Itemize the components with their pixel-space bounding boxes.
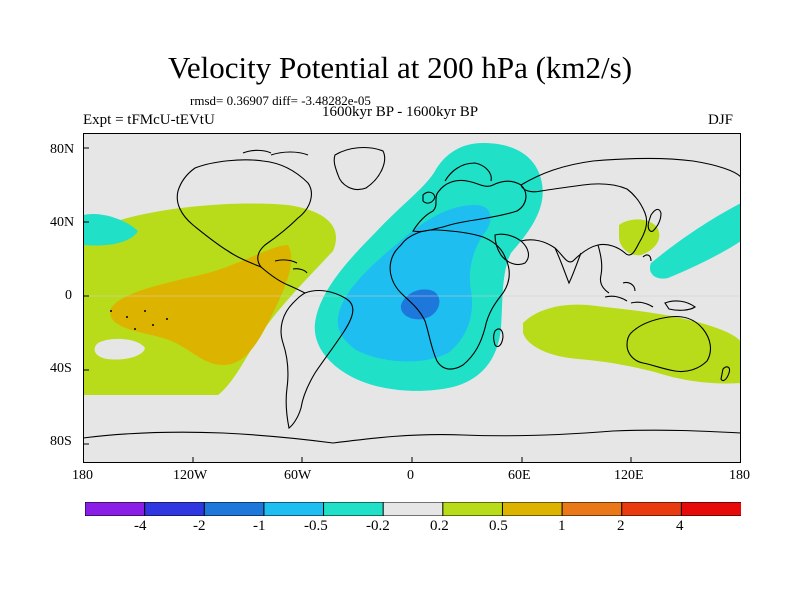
coastlines bbox=[83, 146, 741, 444]
coast-arabia bbox=[494, 233, 530, 266]
coast-asia bbox=[520, 157, 741, 263]
lat-label-40n: 40N bbox=[50, 215, 75, 230]
colorbar-swatch bbox=[680, 502, 741, 516]
coast-madagascar bbox=[492, 328, 504, 348]
negative-patch-north-pacific bbox=[83, 213, 138, 246]
lon-label-0: 0 bbox=[407, 468, 414, 483]
experiment-label: Expt = tFMcU-tEVtU bbox=[83, 112, 215, 128]
period-label: 1600kyr BP - 1600kyr BP bbox=[322, 104, 479, 120]
lat-label-80s: 80S bbox=[50, 434, 72, 449]
lon-label-60e: 60E bbox=[508, 468, 531, 483]
coast-indonesia bbox=[604, 254, 654, 308]
colorbar-label: 0.2 bbox=[430, 518, 449, 534]
lat-label-80n: 80N bbox=[50, 142, 75, 157]
lat-label-40s: 40S bbox=[50, 361, 72, 376]
coast-japan bbox=[647, 208, 662, 232]
coast-africa bbox=[389, 229, 510, 370]
stats-label: rmsd= 0.36907 diff= -3.48282e-05 bbox=[190, 93, 371, 108]
lon-label-180e: 180 bbox=[729, 468, 750, 483]
map-title: Velocity Potential at 200 hPa (km2/s) bbox=[167, 50, 633, 85]
colorbar-swatch bbox=[144, 502, 206, 516]
coast-india bbox=[554, 247, 582, 285]
coast-australia bbox=[626, 315, 712, 373]
axis-ticks bbox=[83, 147, 632, 463]
negative-core-africa bbox=[400, 289, 440, 320]
colorbar-swatch bbox=[323, 502, 385, 516]
neutral-patch-pacific bbox=[94, 338, 145, 360]
positive-core-pacific bbox=[110, 245, 292, 365]
positive-region-australia bbox=[523, 304, 741, 384]
coast-north-america bbox=[176, 159, 312, 269]
colorbar-swatch bbox=[85, 502, 146, 516]
lon-label-120w: 120W bbox=[173, 468, 208, 483]
colorbar-swatch bbox=[442, 502, 504, 516]
colorbar-label: -1 bbox=[253, 518, 266, 534]
velocity-potential-map bbox=[83, 133, 741, 463]
pacific-islands bbox=[110, 310, 168, 330]
colorbar-label: -2 bbox=[193, 518, 206, 534]
colorbar-label: -0.2 bbox=[366, 518, 390, 534]
lon-label-120e: 120E bbox=[614, 468, 644, 483]
lat-label-eq: 0 bbox=[65, 288, 72, 303]
colorbar bbox=[85, 502, 741, 516]
colorbar-swatch bbox=[621, 502, 683, 516]
colorbar-label: -4 bbox=[134, 518, 147, 534]
coast-new-guinea bbox=[664, 300, 696, 311]
colorbar-label: 0.5 bbox=[489, 518, 508, 534]
colorbar-swatch bbox=[382, 502, 444, 516]
season-label: DJF bbox=[708, 112, 734, 128]
negative-mid-africa bbox=[337, 205, 491, 362]
lon-label-60w: 60W bbox=[284, 468, 312, 483]
coast-southeast-asia bbox=[597, 244, 610, 294]
colorbar-swatch bbox=[501, 502, 564, 516]
coast-antarctica bbox=[83, 429, 741, 444]
coast-arctic-islands bbox=[242, 149, 309, 156]
coast-greenland bbox=[333, 146, 386, 191]
positive-patch-west-pacific bbox=[619, 219, 660, 256]
coast-europe bbox=[412, 179, 527, 233]
colorbar-label: 1 bbox=[558, 518, 566, 534]
coast-new-zealand bbox=[720, 366, 731, 382]
colorbar-swatch bbox=[263, 502, 325, 516]
colorbar-label: 2 bbox=[617, 518, 625, 534]
coast-south-america bbox=[280, 289, 354, 429]
colorbar-label: 4 bbox=[676, 518, 684, 534]
negative-region-nw-pacific bbox=[649, 203, 741, 279]
colorbar-swatch bbox=[561, 502, 623, 516]
coast-central-america bbox=[260, 266, 306, 294]
colorbar-swatch bbox=[203, 502, 265, 516]
lon-label-180w: 180 bbox=[72, 468, 93, 483]
coast-caribbean bbox=[274, 259, 308, 274]
coast-britain bbox=[422, 191, 436, 204]
colorbar-label: -0.5 bbox=[304, 518, 328, 534]
coast-scandinavia bbox=[444, 162, 492, 182]
